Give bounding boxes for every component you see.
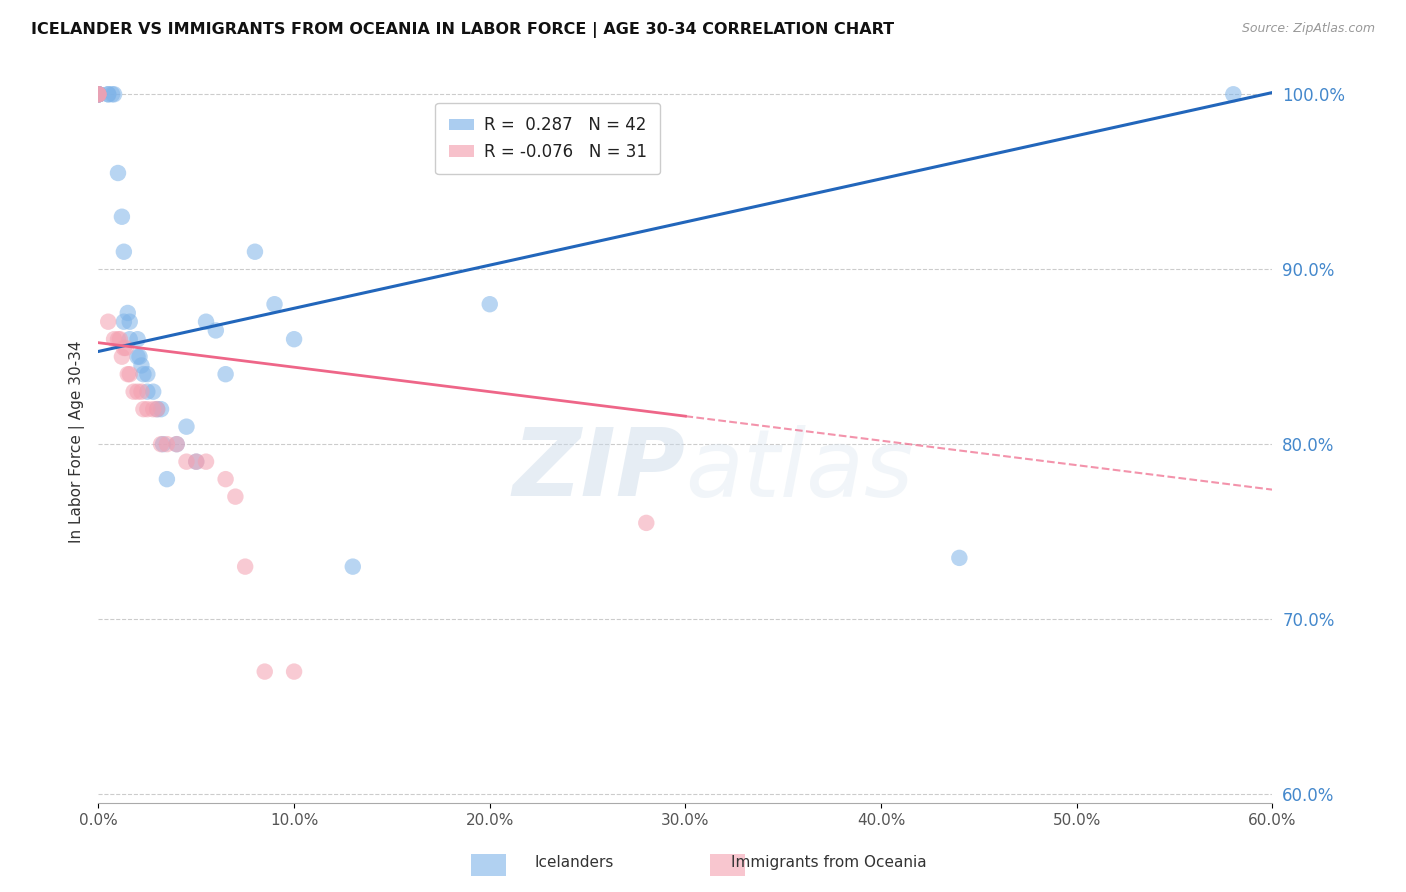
Point [107, 166, 129, 180]
Text: Immigrants from Oceania: Immigrants from Oceania [731, 855, 927, 870]
Point [111, 210, 134, 224]
Point [118, 315, 141, 329]
Point [117, 306, 139, 320]
Y-axis label: In Labor Force | Age 30-34: In Labor Force | Age 30-34 [69, 340, 84, 543]
Point [136, 402, 159, 417]
Point [205, 323, 228, 337]
Point [108, 332, 131, 346]
Point [87, 87, 110, 102]
Point [146, 402, 169, 417]
Text: atlas: atlas [686, 425, 914, 516]
Point [112, 341, 135, 355]
Point [128, 350, 150, 364]
Point [87, 87, 110, 102]
Point [97, 87, 120, 102]
Point [87, 87, 110, 102]
Point [111, 350, 134, 364]
Point [150, 437, 173, 451]
Point [478, 297, 501, 311]
Point [87, 87, 110, 102]
Point [156, 437, 179, 451]
Point [152, 437, 174, 451]
Point [127, 332, 149, 346]
Point [948, 550, 970, 565]
Point [186, 455, 208, 469]
Point [107, 332, 129, 346]
Point [87, 87, 110, 102]
Point [136, 384, 159, 399]
Point [132, 367, 155, 381]
Point [122, 384, 145, 399]
Text: ICELANDER VS IMMIGRANTS FROM OCEANIA IN LABOR FORCE | AGE 30-34 CORRELATION CHAR: ICELANDER VS IMMIGRANTS FROM OCEANIA IN … [31, 22, 894, 38]
Point [166, 437, 188, 451]
Point [146, 402, 169, 417]
Point [283, 332, 305, 346]
Text: ZIP: ZIP [513, 425, 686, 516]
Point [243, 244, 266, 259]
Point [118, 332, 141, 346]
Point [253, 665, 276, 679]
Point [87, 87, 110, 102]
Point [97, 315, 120, 329]
Point [214, 472, 236, 486]
Point [176, 419, 198, 434]
Point [114, 341, 136, 355]
Point [156, 472, 179, 486]
Point [283, 665, 305, 679]
Point [127, 384, 149, 399]
Text: Icelanders: Icelanders [534, 855, 613, 870]
Point [195, 455, 218, 469]
Point [131, 359, 153, 373]
Point [186, 455, 208, 469]
Point [132, 402, 155, 417]
Point [97, 87, 120, 102]
Point [150, 402, 173, 417]
Point [176, 455, 198, 469]
Point [136, 367, 159, 381]
Point [142, 402, 165, 417]
Point [214, 367, 236, 381]
Point [195, 315, 218, 329]
Point [112, 244, 135, 259]
Point [87, 87, 110, 102]
Point [87, 87, 110, 102]
Point [103, 87, 125, 102]
Point [142, 384, 165, 399]
Point [101, 87, 124, 102]
Point [127, 350, 149, 364]
Point [118, 367, 141, 381]
Point [87, 87, 110, 102]
Text: Source: ZipAtlas.com: Source: ZipAtlas.com [1241, 22, 1375, 36]
Point [166, 437, 188, 451]
Point [342, 559, 364, 574]
Point [1222, 87, 1244, 102]
Point [131, 384, 153, 399]
Legend: R =  0.287   N = 42, R = -0.076   N = 31: R = 0.287 N = 42, R = -0.076 N = 31 [436, 103, 661, 174]
Point [233, 559, 256, 574]
Point [636, 516, 658, 530]
Point [224, 490, 246, 504]
Point [112, 315, 135, 329]
Point [117, 367, 139, 381]
Point [103, 332, 125, 346]
Point [263, 297, 285, 311]
